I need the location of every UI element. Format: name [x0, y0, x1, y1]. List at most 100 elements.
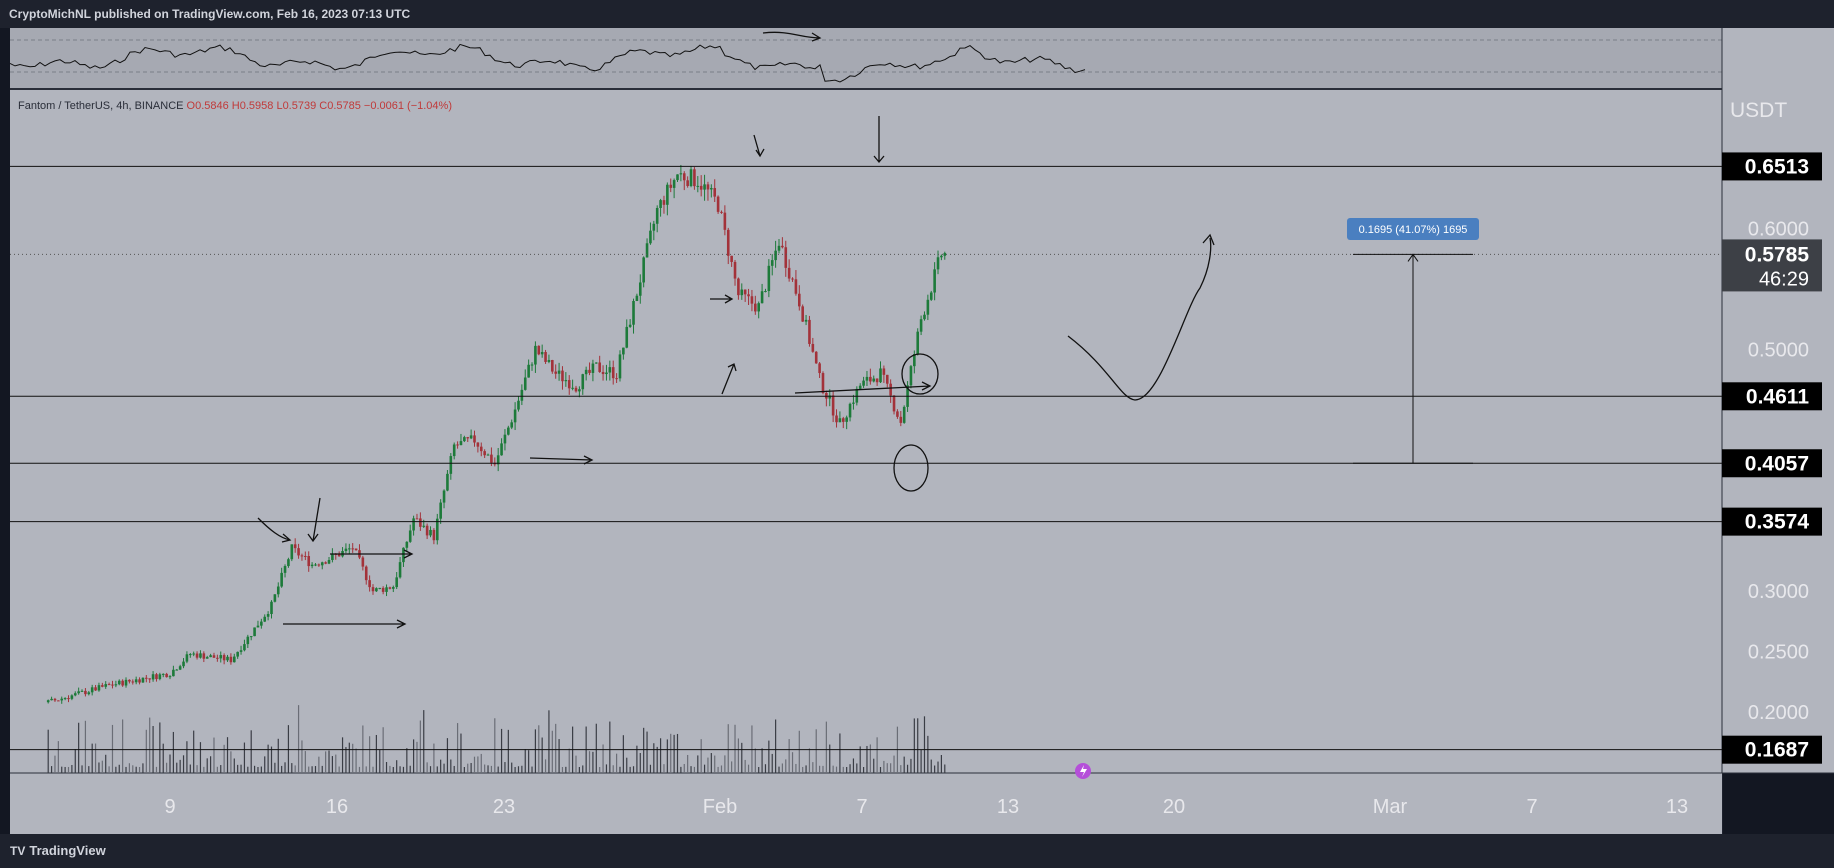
candle-body — [706, 184, 710, 190]
candle-body — [317, 564, 321, 566]
candle-body — [60, 698, 64, 701]
candle-body — [260, 621, 263, 626]
candle-body — [151, 674, 155, 680]
candle-body — [713, 188, 717, 197]
candle-body — [77, 691, 80, 694]
candle-body — [287, 559, 290, 567]
axis-labels: 0.6513 0.4611 0.4057 0.3574 0.1687 0.6000 0.50… — [164, 152, 1822, 818]
brand-name: TradingView — [29, 843, 106, 858]
arrow-right-icon — [283, 619, 407, 629]
candle-body — [622, 347, 625, 355]
x-tick-label: 7 — [1526, 796, 1537, 818]
candle-body — [232, 656, 236, 663]
candle-body — [581, 374, 585, 390]
candle-body — [236, 651, 239, 657]
candle-body — [611, 367, 615, 379]
level-price-tag — [1722, 507, 1822, 536]
candle-body — [97, 685, 101, 691]
candle-body — [787, 267, 791, 279]
price-chart[interactable]: 0.1695 (41.07%) 1695 0.65130.46110.40570… — [0, 28, 1834, 834]
candle-body — [412, 518, 415, 531]
candle-body — [165, 673, 168, 678]
candle-body — [726, 229, 730, 256]
candle-body — [273, 594, 277, 602]
drawings: 0.1695 (41.07%) 1695 — [257, 31, 1479, 779]
candle-body — [777, 245, 781, 251]
candle-body — [845, 417, 848, 422]
candle-body — [216, 657, 219, 659]
level-price-tag — [1722, 382, 1822, 411]
candle-body — [351, 548, 354, 550]
candle-body — [131, 681, 135, 683]
candle-body — [178, 666, 182, 670]
candle-body — [551, 360, 554, 372]
candle-body — [628, 324, 632, 327]
candle-body — [547, 360, 551, 362]
candle-body — [229, 656, 233, 663]
candle-body — [916, 331, 920, 355]
candle-body — [94, 687, 97, 691]
x-tick-label: 13 — [1666, 796, 1688, 818]
candle-body — [101, 685, 104, 687]
candle-body — [544, 352, 547, 362]
tradingview-logo[interactable]: TV TradingView — [10, 834, 106, 868]
current-price-tag — [1722, 239, 1822, 292]
arrow-up-icon — [721, 363, 737, 395]
currency-label: USDT — [1730, 99, 1788, 122]
candle-body — [838, 418, 842, 423]
measure-label: 0.1695 (41.07%) 1695 — [1359, 224, 1468, 236]
arrow-down-icon — [873, 116, 885, 164]
candle-body — [811, 343, 815, 352]
candle-body — [486, 454, 490, 456]
candle-body — [304, 555, 307, 557]
candle-body — [781, 245, 784, 248]
candle-body — [804, 319, 808, 322]
candle-body — [862, 380, 865, 386]
candle-body — [111, 684, 114, 686]
candle-body — [243, 644, 246, 651]
bar-countdown-label: 46:29 — [1759, 268, 1809, 290]
candle-body — [689, 169, 693, 187]
candle-body — [841, 418, 845, 422]
candle-body — [53, 698, 57, 701]
candle-body — [419, 518, 422, 527]
candle-body — [828, 395, 832, 399]
horizontal-levels — [10, 165, 1722, 751]
candle-body — [432, 529, 436, 541]
candle-body — [145, 677, 148, 679]
candle-body — [219, 655, 223, 659]
candle-body — [933, 269, 936, 293]
level-price-tag — [1722, 152, 1822, 181]
candle-body — [429, 529, 432, 536]
x-tick-label: Feb — [703, 796, 737, 818]
publisher-bar: CryptoMichNL published on TradingView.co… — [0, 0, 1834, 28]
candle-body — [300, 555, 304, 557]
candle-body — [199, 653, 202, 658]
candle-body — [168, 676, 172, 678]
candle-body — [875, 378, 879, 383]
candle-body — [456, 444, 459, 446]
candle-body — [479, 446, 483, 452]
candle-body — [737, 278, 740, 296]
x-tick-label: Mar — [1373, 796, 1408, 818]
arrow-down-icon — [307, 497, 321, 543]
candle-body — [503, 434, 507, 444]
candle-body — [452, 444, 456, 457]
candle-body — [571, 387, 574, 389]
candle-body — [202, 653, 206, 659]
level-price-label: 0.4057 — [1745, 452, 1809, 475]
y-tick-label: 0.2000 — [1748, 702, 1809, 724]
candle-body — [172, 669, 175, 677]
candle-body — [818, 363, 821, 374]
candle-body — [141, 677, 145, 683]
candle-body — [642, 257, 645, 283]
candle-body — [46, 700, 50, 703]
candle-body — [649, 230, 652, 244]
candle-body — [896, 411, 899, 417]
circle-annotation — [901, 353, 939, 395]
candle-body — [798, 293, 801, 307]
candle-body — [435, 518, 439, 541]
candle-body — [557, 370, 561, 374]
candle-body — [293, 544, 297, 549]
candle-body — [463, 437, 466, 442]
